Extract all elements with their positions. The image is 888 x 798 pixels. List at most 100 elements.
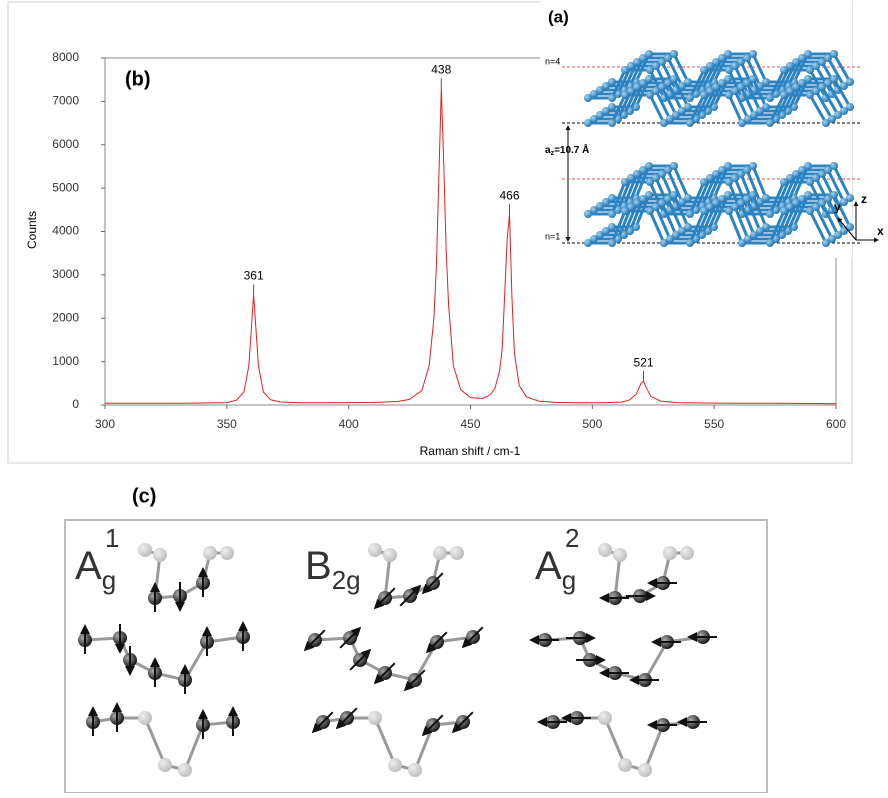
- atom: [621, 207, 629, 215]
- atom: [700, 178, 708, 186]
- mode-label: B2g: [305, 544, 361, 595]
- atom: [724, 75, 732, 83]
- atom: [766, 239, 774, 247]
- atom: [639, 79, 647, 87]
- atom: [645, 75, 653, 83]
- atom: [633, 170, 641, 178]
- atom: [608, 223, 616, 231]
- axis-label: x: [877, 224, 884, 238]
- mode-atom: [450, 546, 464, 560]
- atom: [780, 178, 788, 186]
- spacing-base: a: [545, 145, 551, 156]
- atom: [806, 207, 814, 215]
- mode-atom: [433, 546, 447, 560]
- y-tick-label: 7000: [52, 94, 79, 108]
- mode-atom: [383, 548, 397, 562]
- atom: [660, 239, 668, 247]
- atom: [590, 206, 598, 214]
- atom: [664, 166, 672, 174]
- mode-label: Ag: [75, 544, 116, 595]
- atom: [798, 195, 806, 203]
- displacement-arrow: [461, 626, 484, 649]
- atom: [818, 170, 826, 178]
- x-tick-label: 550: [704, 417, 724, 431]
- atom: [672, 111, 680, 119]
- spacing-sub: z: [551, 150, 555, 157]
- atom: [724, 162, 732, 170]
- displacement-arrow: [373, 662, 396, 685]
- atom: [798, 79, 806, 87]
- atom: [678, 107, 686, 115]
- atom: [584, 210, 592, 218]
- peak-label: 521: [633, 355, 653, 369]
- mode-atom: [138, 543, 152, 557]
- atom: [812, 87, 820, 95]
- atom: [670, 162, 678, 170]
- panel-label: (c): [132, 485, 156, 507]
- mode-atom: [598, 543, 612, 557]
- atom: [840, 227, 848, 235]
- atom: [744, 235, 752, 243]
- peak-label: 361: [244, 269, 264, 283]
- displacement-arrow: [311, 711, 334, 734]
- displacement-arrow: [339, 626, 362, 649]
- atom: [750, 231, 758, 239]
- atom: [639, 54, 647, 62]
- y-tick-label: 6000: [52, 137, 79, 151]
- atom: [645, 50, 653, 58]
- atom: [737, 170, 745, 178]
- mode-atom: [618, 758, 632, 772]
- peak-label: 438: [431, 63, 451, 77]
- atom: [645, 191, 653, 199]
- atom: [792, 83, 800, 91]
- displacement-arrow: [399, 584, 422, 607]
- atom: [792, 170, 800, 178]
- atom: [731, 87, 739, 95]
- atom: [822, 119, 830, 127]
- atom: [646, 66, 654, 74]
- atom: [830, 75, 838, 83]
- atom: [828, 115, 836, 123]
- layer-label: n=4: [545, 56, 560, 66]
- atom: [700, 207, 708, 215]
- atom: [706, 87, 714, 95]
- atom: [608, 194, 616, 202]
- atom: [737, 199, 745, 207]
- atom: [743, 79, 751, 87]
- atom: [686, 94, 694, 102]
- atom: [700, 91, 708, 99]
- atom: [646, 91, 654, 99]
- atom: [780, 91, 788, 99]
- atom: [731, 174, 739, 182]
- atom: [684, 78, 692, 86]
- atom: [718, 79, 726, 87]
- atom: [652, 203, 660, 211]
- atom: [756, 107, 764, 115]
- atom: [712, 83, 720, 91]
- atom: [737, 83, 745, 91]
- atom: [718, 54, 726, 62]
- atom: [621, 66, 629, 74]
- spectrum-line: [105, 88, 837, 405]
- atom: [684, 194, 692, 202]
- atom: [830, 50, 838, 58]
- atom: [806, 178, 814, 186]
- y-tick-label: 0: [72, 397, 79, 411]
- structure-inset: (a) n=4 n=1 az=10.7 Å xyz: [540, 0, 884, 258]
- atom: [798, 166, 806, 174]
- atom: [725, 178, 733, 186]
- modes-frame: [64, 519, 768, 794]
- atom: [806, 66, 814, 74]
- atom: [786, 62, 794, 70]
- axis-arrow: [837, 217, 857, 241]
- atom: [766, 94, 774, 102]
- atom: [627, 174, 635, 182]
- mode-atom: [138, 711, 152, 725]
- atom: [806, 91, 814, 99]
- atom: [812, 203, 820, 211]
- mode-atom: [598, 711, 612, 725]
- layer-label: n=1: [545, 231, 560, 241]
- atom: [584, 94, 592, 102]
- atom: [686, 210, 694, 218]
- atom: [645, 162, 653, 170]
